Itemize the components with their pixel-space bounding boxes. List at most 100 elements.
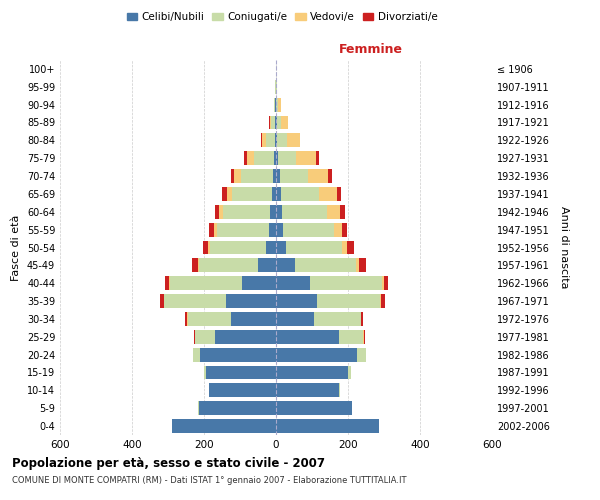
Bar [203,240,276,254]
Bar [276,258,295,272]
Bar [208,240,276,254]
Bar [276,294,380,308]
Bar [269,205,276,219]
Bar [269,116,276,130]
Bar [230,169,276,183]
Y-axis label: Fasce di età: Fasce di età [11,214,21,280]
Text: Popolazione per età, sesso e stato civile - 2007: Popolazione per età, sesso e stato civil… [12,458,325,470]
Bar [276,276,382,290]
Bar [276,419,379,433]
Bar [172,419,276,433]
Bar [262,134,276,147]
Bar [276,98,281,112]
Bar [165,276,276,290]
Bar [204,366,276,380]
Bar [275,134,276,147]
Bar [276,330,339,344]
Bar [276,169,280,183]
Bar [209,384,276,398]
Bar [232,187,276,201]
Bar [276,294,317,308]
Bar [276,205,340,219]
Bar [198,401,276,415]
Bar [276,240,354,254]
Bar [215,330,276,344]
Bar [276,80,277,94]
Bar [241,169,276,183]
Bar [271,116,276,130]
Bar [276,276,384,290]
Bar [247,151,276,165]
Bar [274,98,276,112]
Bar [266,240,276,254]
Bar [170,276,276,290]
Legend: Celibi/Nubili, Coniugati/e, Vedovi/e, Divorziati/e: Celibi/Nubili, Coniugati/e, Vedovi/e, Di… [122,8,442,26]
Bar [276,240,286,254]
Bar [276,151,296,165]
Bar [276,258,359,272]
Bar [193,348,276,362]
Bar [276,401,352,415]
Bar [276,80,277,94]
Bar [258,258,276,272]
Bar [276,116,281,130]
Bar [276,366,348,380]
Bar [204,366,276,380]
Bar [172,419,276,433]
Bar [276,312,361,326]
Bar [227,187,276,201]
Bar [197,258,276,272]
Bar [209,384,276,398]
Bar [276,222,341,236]
Bar [269,116,276,130]
Bar [172,419,276,433]
Bar [276,116,277,130]
Bar [276,151,316,165]
Bar [204,366,276,380]
Bar [276,276,310,290]
Bar [215,205,276,219]
Bar [193,348,276,362]
Bar [276,205,345,219]
Bar [199,258,276,272]
Bar [276,187,319,201]
Bar [276,240,342,254]
Bar [276,330,365,344]
Bar [276,222,347,236]
Bar [164,294,276,308]
Bar [276,419,379,433]
Bar [276,205,283,219]
Bar [275,116,276,130]
Bar [194,330,276,344]
Bar [198,401,276,415]
Bar [275,80,276,94]
Bar [276,348,366,362]
Bar [276,384,340,398]
Bar [276,419,379,433]
Bar [276,348,367,362]
Bar [195,330,276,344]
Bar [276,80,277,94]
Bar [219,205,276,219]
Bar [217,222,276,236]
Bar [276,312,314,326]
Bar [276,384,340,398]
Bar [261,134,276,147]
Bar [274,151,276,165]
Bar [266,134,276,147]
Bar [276,222,334,236]
Bar [276,258,356,272]
Bar [275,80,276,94]
Bar [272,187,276,201]
Bar [244,151,276,165]
Bar [172,419,276,433]
Bar [276,366,351,380]
Bar [276,348,357,362]
Bar [276,294,385,308]
Bar [276,205,328,219]
Bar [209,222,276,236]
Bar [276,151,319,165]
Bar [276,134,301,147]
Bar [209,384,276,398]
Bar [242,276,276,290]
